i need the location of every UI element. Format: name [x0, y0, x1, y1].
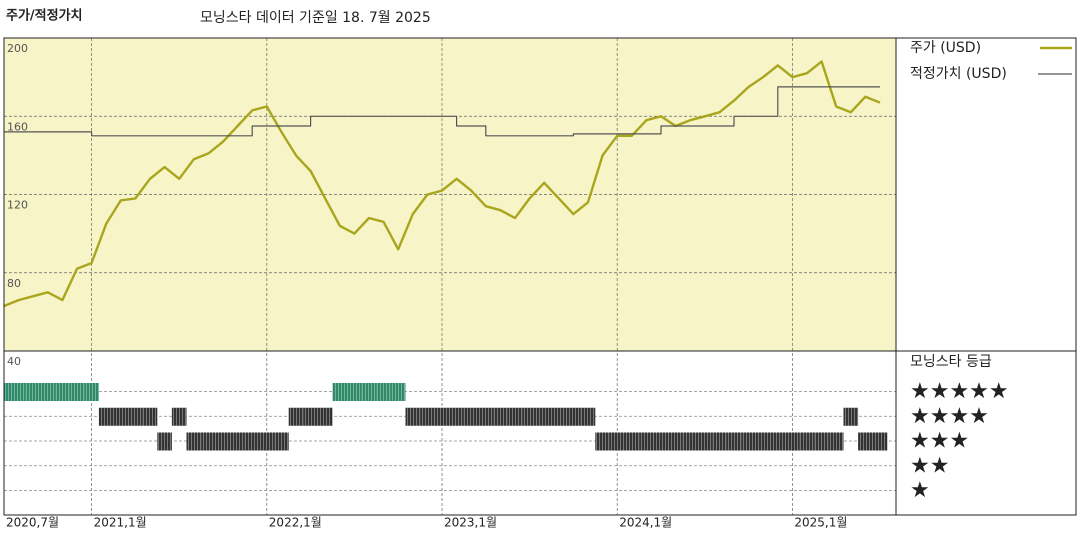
- rating-texture: [595, 432, 610, 451]
- rating-texture: [390, 383, 406, 401]
- rating-texture: [828, 432, 844, 451]
- rating-texture: [347, 383, 362, 401]
- rating-texture: [785, 432, 800, 451]
- rating-texture: [157, 432, 172, 451]
- rating-texture: [274, 432, 289, 451]
- rating-level: ★: [910, 478, 930, 503]
- x-tick-label: 2025,1월: [794, 516, 847, 530]
- rating-texture: [566, 407, 581, 426]
- rating-texture: [215, 432, 231, 451]
- legend-label: 주가 (USD): [910, 40, 981, 56]
- rating-texture: [624, 432, 640, 451]
- rating-texture: [697, 432, 713, 451]
- rating-texture: [434, 407, 450, 426]
- x-tick-label: 2023,1월: [444, 516, 497, 530]
- rating-texture: [201, 432, 216, 451]
- rating-texture: [712, 432, 727, 451]
- y-tick-label: 160: [7, 120, 28, 133]
- y-tick-label: 200: [7, 42, 28, 55]
- rating-texture: [639, 432, 654, 451]
- y-tick-label: 40: [7, 355, 21, 368]
- rating-texture: [317, 407, 333, 426]
- rating-texture: [303, 407, 318, 426]
- rating-texture: [682, 432, 698, 451]
- series-line: [3, 60, 881, 308]
- x-tick-label: 2020,7월: [6, 516, 59, 530]
- rating-texture: [872, 432, 888, 451]
- chart-title: 주가/적정가치: [6, 8, 83, 24]
- rating-texture: [522, 407, 537, 426]
- rating-texture: [609, 432, 625, 451]
- rating-texture: [799, 432, 815, 451]
- rating-texture: [507, 407, 523, 426]
- rating-texture: [449, 407, 464, 426]
- rating-texture: [580, 407, 596, 426]
- rating-texture: [478, 407, 494, 426]
- rating-texture: [186, 432, 202, 451]
- rating-texture: [361, 383, 377, 401]
- rating-level: ★★: [910, 453, 949, 478]
- rating-texture: [843, 407, 859, 426]
- rating-texture: [536, 407, 552, 426]
- rating-texture: [726, 432, 742, 451]
- rating-texture: [858, 432, 873, 451]
- y-tick-label: 120: [7, 199, 28, 212]
- rating-texture: [55, 383, 70, 401]
- rating-texture: [171, 407, 187, 426]
- rating-texture: [770, 432, 786, 451]
- rating-texture: [288, 407, 304, 426]
- rating-texture: [98, 407, 114, 426]
- rating-texture: [128, 407, 143, 426]
- rating-texture: [420, 407, 435, 426]
- rating-texture: [230, 432, 245, 451]
- rating-texture: [376, 383, 391, 401]
- rating-texture: [668, 432, 683, 451]
- rating-texture: [741, 432, 756, 451]
- rating-texture: [814, 432, 829, 451]
- rating-texture: [493, 407, 508, 426]
- rating-texture: [4, 383, 12, 401]
- rating-texture: [653, 432, 669, 451]
- rating-texture: [332, 383, 348, 401]
- rating-level: ★★★★★: [910, 379, 1009, 404]
- rating-texture: [40, 383, 56, 401]
- rating-texture: [463, 407, 479, 426]
- rating-title: 모닝스타 등급: [910, 354, 992, 370]
- rating-texture: [405, 407, 421, 426]
- rating-texture: [84, 383, 99, 401]
- x-tick-label: 2021,1월: [94, 516, 147, 530]
- rating-texture: [113, 407, 129, 426]
- chart-subtitle: 모닝스타 데이터 기준일 18. 7월 2025: [200, 10, 431, 26]
- frame: [3, 37, 1077, 516]
- rating-texture: [69, 383, 85, 401]
- rating-texture: [244, 432, 260, 451]
- rating-texture: [755, 432, 771, 451]
- rating-texture: [259, 432, 275, 451]
- rating-level: ★★★: [910, 429, 969, 454]
- legend-label: 적정가치 (USD): [910, 66, 1007, 82]
- x-tick-label: 2022,1월: [269, 516, 322, 530]
- x-tick-label: 2024,1월: [619, 516, 672, 530]
- y-tick-label: 80: [7, 277, 21, 290]
- rating-level: ★★★★: [910, 404, 989, 429]
- rating-texture: [11, 383, 26, 401]
- series-line: [4, 86, 880, 137]
- rating-texture: [551, 407, 567, 426]
- rating-texture: [142, 407, 158, 426]
- rating-texture: [25, 383, 41, 401]
